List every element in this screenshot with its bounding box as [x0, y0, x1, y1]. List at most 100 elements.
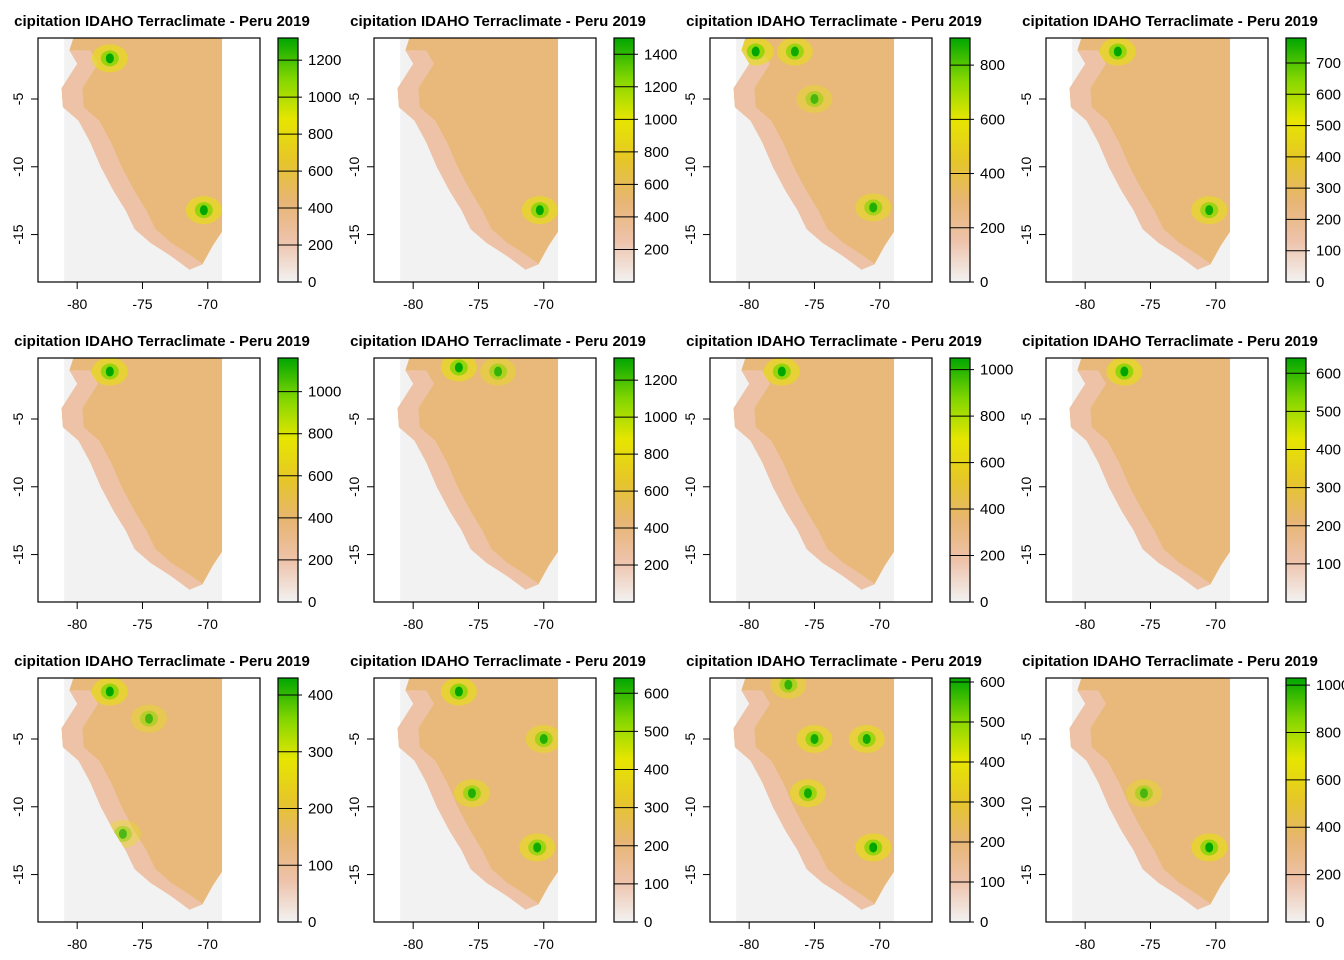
map-panel: cipitation IDAHO Terraclimate - Peru 201… — [682, 333, 1013, 632]
colorbar-tick-label: 0 — [980, 594, 988, 611]
x-tick-label: -80 — [1075, 296, 1095, 312]
colorbar-tick-label: 100 — [980, 874, 1005, 891]
colorbar-tick-label: 100 — [1316, 556, 1341, 573]
map-panel: cipitation IDAHO Terraclimate - Peru 201… — [1018, 13, 1341, 312]
panel-title: cipitation IDAHO Terraclimate - Peru 201… — [350, 653, 646, 670]
x-tick-label: -70 — [870, 936, 890, 952]
y-tick-label: -15 — [346, 544, 362, 564]
colorbar-tick-label: 600 — [644, 685, 669, 702]
y-tick-label: -15 — [346, 864, 362, 884]
x-tick-label: -70 — [198, 296, 218, 312]
colorbar-tick-label: 1000 — [644, 111, 677, 128]
plot-frame — [1045, 37, 1269, 283]
precip-hotspot — [1139, 788, 1148, 799]
colorbar-tick-label: 200 — [980, 220, 1005, 237]
x-tick-label: -70 — [534, 616, 554, 632]
colorbar-tick-label: 200 — [644, 557, 669, 574]
raster-land — [397, 678, 559, 910]
panel-title: cipitation IDAHO Terraclimate - Peru 201… — [1022, 333, 1318, 350]
colorbar-tick-label: 200 — [1316, 518, 1341, 535]
colorbar-tick-label: 500 — [1316, 118, 1341, 135]
colorbar-frame — [613, 677, 635, 923]
colorbar-tick-label: 300 — [980, 794, 1005, 811]
colorbar-tick-label: 0 — [1316, 914, 1324, 931]
x-tick-label: -70 — [534, 936, 554, 952]
y-tick-label: -5 — [682, 733, 698, 746]
precip-hotspot — [810, 734, 819, 744]
plot-frame — [37, 37, 261, 283]
colorbar-tick-label: 1000 — [980, 362, 1013, 379]
map-panel: cipitation IDAHO Terraclimate - Peru 201… — [682, 653, 1005, 952]
precip-hotspot — [1113, 46, 1122, 57]
colorbar — [1286, 358, 1306, 602]
colorbar-tick-label: 300 — [1316, 180, 1341, 197]
y-tick-label: -15 — [1018, 864, 1034, 884]
y-tick-label: -10 — [10, 796, 26, 816]
colorbar-frame — [949, 677, 971, 923]
x-tick-label: -80 — [1075, 616, 1095, 632]
precip-hotspot — [810, 94, 819, 104]
y-tick-label: -10 — [682, 156, 698, 176]
colorbar-frame — [1285, 677, 1307, 923]
precip-hotspot — [1120, 366, 1129, 377]
x-tick-label: -75 — [804, 936, 824, 952]
x-tick-label: -75 — [468, 296, 488, 312]
colorbar-tick-label: 400 — [644, 762, 669, 779]
map-panel: cipitation IDAHO Terraclimate - Peru 201… — [346, 333, 677, 632]
colorbar-tick-label: 600 — [980, 111, 1005, 128]
colorbar — [950, 38, 970, 282]
precip-hotspot — [467, 788, 476, 799]
colorbar-frame — [949, 357, 971, 603]
precip-hotspot — [199, 205, 208, 216]
y-tick-label: -10 — [1018, 796, 1034, 816]
colorbar-tick-label: 100 — [1316, 243, 1341, 260]
y-tick-label: -5 — [1018, 93, 1034, 106]
y-tick-label: -5 — [1018, 413, 1034, 426]
colorbar-tick-label: 800 — [644, 446, 669, 463]
panel-title: cipitation IDAHO Terraclimate - Peru 201… — [14, 13, 310, 30]
x-tick-label: -70 — [198, 616, 218, 632]
colorbar-frame — [277, 357, 299, 603]
precip-hotspot — [105, 686, 114, 697]
x-tick-label: -75 — [132, 616, 152, 632]
colorbar-tick-label: 200 — [308, 237, 333, 254]
panel-title: cipitation IDAHO Terraclimate - Peru 201… — [686, 653, 982, 670]
colorbar-tick-label: 400 — [644, 520, 669, 537]
colorbar-tick-label: 400 — [308, 200, 333, 217]
plot-frame — [373, 37, 597, 283]
precip-hotspot — [777, 366, 786, 377]
colorbar-tick-label: 300 — [1316, 480, 1341, 497]
colorbar-tick-label: 800 — [980, 57, 1005, 74]
precip-hotspot — [869, 202, 878, 213]
y-tick-label: -10 — [346, 476, 362, 496]
colorbar-tick-label: 800 — [308, 126, 333, 143]
x-tick-label: -70 — [1206, 936, 1226, 952]
colorbar-frame — [1285, 357, 1307, 603]
colorbar-tick-label: 500 — [980, 714, 1005, 731]
colorbar-tick-label: 200 — [644, 241, 669, 258]
x-tick-label: -80 — [403, 936, 423, 952]
plot-frame — [709, 37, 933, 283]
colorbar — [278, 678, 298, 922]
raster-land — [1069, 678, 1231, 910]
colorbar-tick-label: 600 — [1316, 772, 1341, 789]
colorbar-tick-label: 600 — [1316, 365, 1341, 382]
colorbar-tick-label: 1200 — [644, 372, 677, 389]
colorbar-tick-label: 500 — [1316, 403, 1341, 420]
precip-hotspot — [1205, 842, 1214, 853]
x-tick-label: -80 — [67, 936, 87, 952]
colorbar-tick-label: 200 — [1316, 211, 1341, 228]
colorbar-tick-label: 200 — [308, 552, 333, 569]
y-tick-label: -10 — [1018, 156, 1034, 176]
x-tick-label: -75 — [1140, 616, 1160, 632]
x-tick-label: -70 — [870, 616, 890, 632]
x-tick-label: -70 — [870, 296, 890, 312]
colorbar-tick-label: 0 — [980, 274, 988, 291]
plot-frame — [709, 677, 933, 923]
colorbar-tick-label: 200 — [980, 548, 1005, 565]
x-tick-label: -75 — [132, 296, 152, 312]
y-tick-label: -5 — [346, 93, 362, 106]
colorbar-tick-label: 800 — [1316, 724, 1341, 741]
colorbar-tick-label: 0 — [308, 594, 316, 611]
